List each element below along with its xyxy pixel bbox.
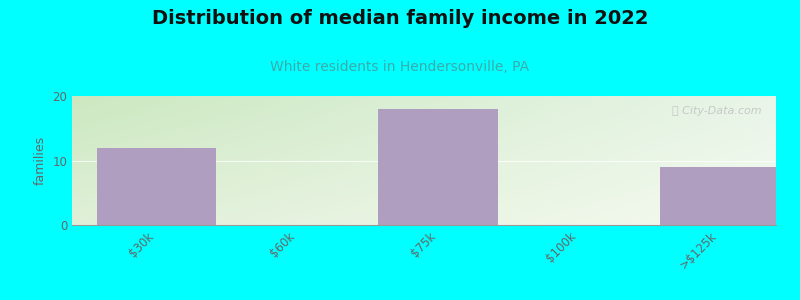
Bar	[97, 148, 216, 225]
Text: White residents in Hendersonville, PA: White residents in Hendersonville, PA	[270, 60, 530, 74]
Text: ⓘ City-Data.com: ⓘ City-Data.com	[672, 106, 762, 116]
Text: Distribution of median family income in 2022: Distribution of median family income in …	[152, 9, 648, 28]
Bar	[378, 109, 498, 225]
Bar	[660, 167, 779, 225]
Y-axis label: families: families	[34, 136, 46, 185]
